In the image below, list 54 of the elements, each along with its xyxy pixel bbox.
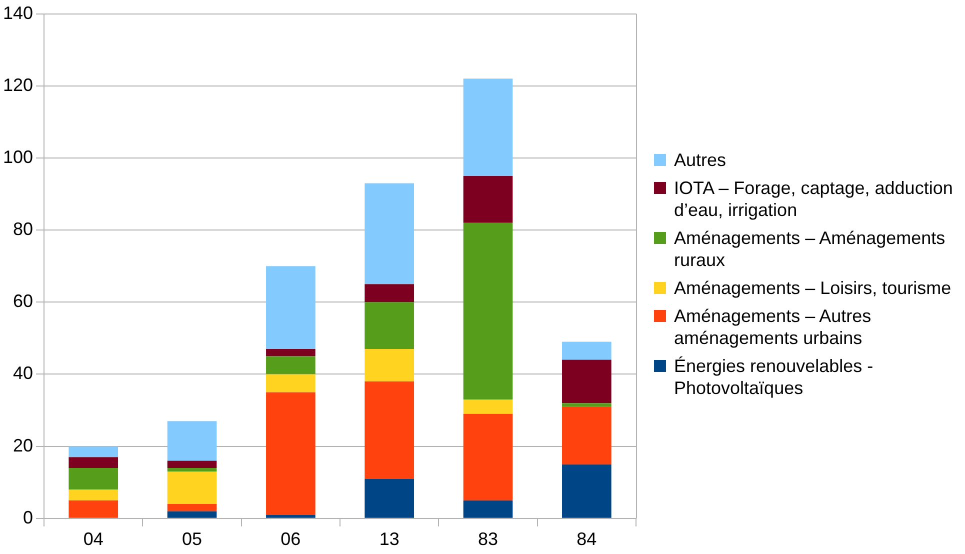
bar [167, 460, 217, 468]
x-tick-label: 06 [280, 529, 301, 550]
bar [463, 222, 513, 400]
legend-label: Aménagements – Loisirs, tourisme [674, 277, 952, 299]
bar [562, 403, 612, 407]
bar [364, 183, 414, 284]
y-tick-label: 20 [13, 435, 34, 456]
bar [167, 468, 217, 472]
bar [364, 284, 414, 302]
bar [167, 472, 217, 504]
x-tick-label: 84 [576, 529, 597, 550]
y-tick-label: 80 [13, 219, 34, 240]
bar [364, 381, 414, 479]
x-tick-label: 05 [182, 529, 202, 550]
bar [167, 504, 217, 512]
bar [167, 511, 217, 518]
bar [266, 392, 316, 515]
y-tick-label: 60 [13, 291, 34, 312]
legend-label: Aménagements – Autres aménagements urbains [674, 305, 872, 349]
bar [463, 176, 513, 223]
legend-label: Aménagements – Aménagements ruraux [674, 227, 946, 271]
y-tick-label: 0 [23, 507, 34, 528]
bar [562, 360, 612, 404]
x-tick-label: 13 [379, 529, 400, 550]
bar [68, 490, 118, 500]
bar [68, 468, 118, 490]
bar [463, 78, 513, 176]
bar [562, 406, 612, 464]
bar [463, 414, 513, 500]
bar [562, 342, 612, 360]
x-tick-label: 04 [83, 529, 104, 550]
bar [463, 500, 513, 518]
bar [68, 446, 118, 458]
bar [364, 478, 414, 518]
bar [463, 399, 513, 414]
bar [266, 514, 316, 518]
y-tick-label: 40 [13, 363, 34, 384]
bar [562, 464, 612, 518]
bar [266, 266, 316, 349]
bar [68, 500, 118, 518]
x-tick-label: 83 [478, 529, 498, 550]
bar [167, 421, 217, 461]
y-tick-label: 120 [2, 74, 34, 95]
bar [266, 356, 316, 374]
bar [364, 349, 414, 382]
bar [68, 457, 118, 468]
bar [266, 349, 316, 356]
legend-label: Énergies renouvelables - Photovoltaïques [674, 355, 874, 399]
legend-label: Autres [674, 149, 726, 171]
legend-label: IOTA – Forage, captage, adduction d’eau, irrigation [674, 177, 954, 221]
y-tick-label: 100 [2, 146, 34, 167]
bar [266, 374, 316, 392]
y-tick-label: 140 [2, 2, 34, 23]
bar [364, 302, 414, 349]
